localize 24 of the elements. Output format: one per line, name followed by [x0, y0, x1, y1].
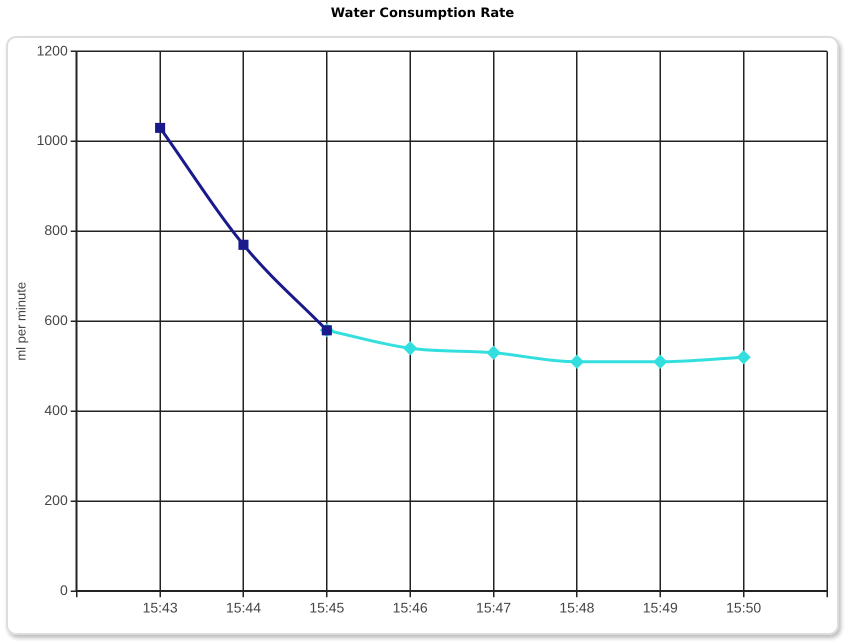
x-tick-label: 15:44: [226, 599, 262, 616]
x-tick-label: 15:47: [476, 599, 512, 616]
y-tick-label: 600: [44, 312, 68, 328]
point: [404, 342, 417, 355]
y-tick-label: 200: [44, 492, 68, 508]
point: [238, 240, 249, 250]
point: [487, 346, 500, 360]
y-axis-title: ml per minute: [13, 282, 28, 361]
x-tick-label: 15:46: [392, 599, 428, 616]
point: [654, 355, 667, 368]
y-tick-label: 0: [60, 582, 68, 598]
chart-title: Water Consumption Rate: [330, 6, 516, 21]
y-tick-label: 400: [44, 402, 68, 418]
point: [737, 350, 750, 364]
point: [570, 355, 584, 368]
y-tick-label: 800: [44, 222, 68, 238]
x-tick-label: 15:45: [309, 599, 345, 616]
x-tick-label: 15:48: [559, 599, 595, 616]
x-tick-label: 15:43: [142, 599, 178, 616]
x-tick-label: 15:50: [726, 599, 762, 616]
point: [155, 122, 166, 133]
x-tick-label: 15:49: [642, 599, 678, 616]
y-tick-label: 1200: [36, 42, 68, 58]
y-tick-label: 1000: [36, 132, 68, 148]
